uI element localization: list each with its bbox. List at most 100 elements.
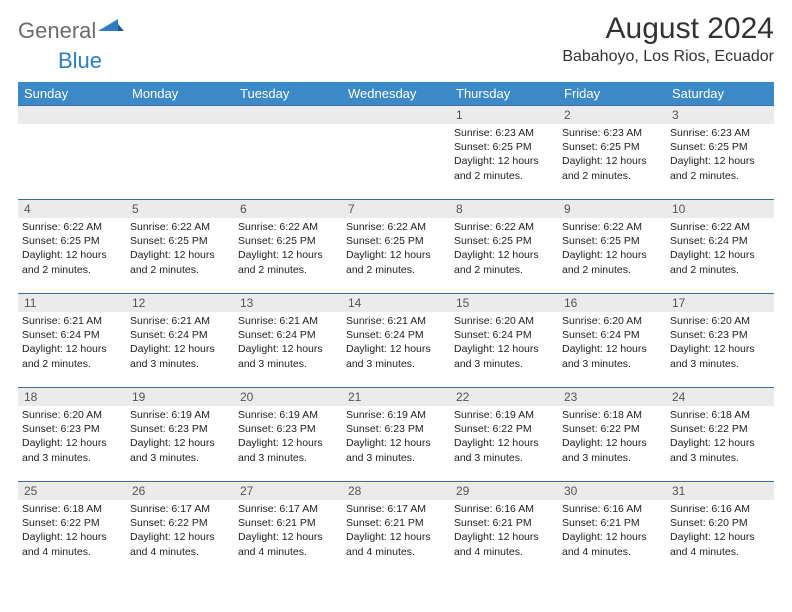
- calendar-row: 25Sunrise: 6:18 AMSunset: 6:22 PMDayligh…: [18, 482, 774, 576]
- calendar-cell: 19Sunrise: 6:19 AMSunset: 6:23 PMDayligh…: [126, 388, 234, 482]
- calendar-cell: 26Sunrise: 6:17 AMSunset: 6:22 PMDayligh…: [126, 482, 234, 576]
- day-info: Sunrise: 6:23 AMSunset: 6:25 PMDaylight:…: [558, 124, 666, 185]
- calendar-cell: 5Sunrise: 6:22 AMSunset: 6:25 PMDaylight…: [126, 200, 234, 294]
- day-number: 12: [126, 294, 234, 312]
- day-number: 19: [126, 388, 234, 406]
- calendar-cell: 31Sunrise: 6:16 AMSunset: 6:20 PMDayligh…: [666, 482, 774, 576]
- day-info: Sunrise: 6:20 AMSunset: 6:23 PMDaylight:…: [666, 312, 774, 373]
- day-info: Sunrise: 6:21 AMSunset: 6:24 PMDaylight:…: [342, 312, 450, 373]
- calendar-header-row: SundayMondayTuesdayWednesdayThursdayFrid…: [18, 82, 774, 106]
- calendar-row: 18Sunrise: 6:20 AMSunset: 6:23 PMDayligh…: [18, 388, 774, 482]
- calendar-row: 1Sunrise: 6:23 AMSunset: 6:25 PMDaylight…: [18, 106, 774, 200]
- calendar-cell: 29Sunrise: 6:16 AMSunset: 6:21 PMDayligh…: [450, 482, 558, 576]
- day-info: Sunrise: 6:17 AMSunset: 6:22 PMDaylight:…: [126, 500, 234, 561]
- day-info: Sunrise: 6:22 AMSunset: 6:25 PMDaylight:…: [234, 218, 342, 279]
- day-info: Sunrise: 6:21 AMSunset: 6:24 PMDaylight:…: [126, 312, 234, 373]
- calendar-row: 4Sunrise: 6:22 AMSunset: 6:25 PMDaylight…: [18, 200, 774, 294]
- calendar-cell: 22Sunrise: 6:19 AMSunset: 6:22 PMDayligh…: [450, 388, 558, 482]
- day-number: 24: [666, 388, 774, 406]
- day-info: Sunrise: 6:21 AMSunset: 6:24 PMDaylight:…: [234, 312, 342, 373]
- empty-day: [234, 106, 342, 124]
- day-number: 15: [450, 294, 558, 312]
- calendar-cell: 28Sunrise: 6:17 AMSunset: 6:21 PMDayligh…: [342, 482, 450, 576]
- day-number: 8: [450, 200, 558, 218]
- calendar-cell: 27Sunrise: 6:17 AMSunset: 6:21 PMDayligh…: [234, 482, 342, 576]
- day-info: Sunrise: 6:17 AMSunset: 6:21 PMDaylight:…: [234, 500, 342, 561]
- day-info: Sunrise: 6:16 AMSunset: 6:21 PMDaylight:…: [558, 500, 666, 561]
- calendar-cell: 21Sunrise: 6:19 AMSunset: 6:23 PMDayligh…: [342, 388, 450, 482]
- brand-logo: General: [18, 18, 124, 44]
- day-number: 7: [342, 200, 450, 218]
- day-info: Sunrise: 6:16 AMSunset: 6:20 PMDaylight:…: [666, 500, 774, 561]
- day-info: Sunrise: 6:23 AMSunset: 6:25 PMDaylight:…: [666, 124, 774, 185]
- day-number: 27: [234, 482, 342, 500]
- day-info: Sunrise: 6:17 AMSunset: 6:21 PMDaylight:…: [342, 500, 450, 561]
- weekday-header: Thursday: [450, 82, 558, 106]
- calendar-body: 1Sunrise: 6:23 AMSunset: 6:25 PMDaylight…: [18, 106, 774, 576]
- month-title: August 2024: [562, 12, 774, 46]
- weekday-header: Saturday: [666, 82, 774, 106]
- empty-day: [342, 106, 450, 124]
- calendar-cell: 23Sunrise: 6:18 AMSunset: 6:22 PMDayligh…: [558, 388, 666, 482]
- day-number: 29: [450, 482, 558, 500]
- weekday-header: Wednesday: [342, 82, 450, 106]
- calendar-cell: 8Sunrise: 6:22 AMSunset: 6:25 PMDaylight…: [450, 200, 558, 294]
- day-number: 28: [342, 482, 450, 500]
- brand-triangle-icon: [98, 17, 124, 40]
- empty-day: [126, 106, 234, 124]
- calendar-cell: 2Sunrise: 6:23 AMSunset: 6:25 PMDaylight…: [558, 106, 666, 200]
- calendar-cell: 12Sunrise: 6:21 AMSunset: 6:24 PMDayligh…: [126, 294, 234, 388]
- day-info: Sunrise: 6:23 AMSunset: 6:25 PMDaylight:…: [450, 124, 558, 185]
- day-info: Sunrise: 6:18 AMSunset: 6:22 PMDaylight:…: [558, 406, 666, 467]
- day-info: Sunrise: 6:22 AMSunset: 6:25 PMDaylight:…: [18, 218, 126, 279]
- day-number: 1: [450, 106, 558, 124]
- calendar-row: 11Sunrise: 6:21 AMSunset: 6:24 PMDayligh…: [18, 294, 774, 388]
- calendar-cell: 16Sunrise: 6:20 AMSunset: 6:24 PMDayligh…: [558, 294, 666, 388]
- day-info: Sunrise: 6:19 AMSunset: 6:23 PMDaylight:…: [126, 406, 234, 467]
- calendar-cell: 18Sunrise: 6:20 AMSunset: 6:23 PMDayligh…: [18, 388, 126, 482]
- day-number: 10: [666, 200, 774, 218]
- day-number: 25: [18, 482, 126, 500]
- day-number: 18: [18, 388, 126, 406]
- day-number: 2: [558, 106, 666, 124]
- day-info: Sunrise: 6:22 AMSunset: 6:24 PMDaylight:…: [666, 218, 774, 279]
- calendar-cell: 20Sunrise: 6:19 AMSunset: 6:23 PMDayligh…: [234, 388, 342, 482]
- calendar-cell: 10Sunrise: 6:22 AMSunset: 6:24 PMDayligh…: [666, 200, 774, 294]
- day-info: Sunrise: 6:19 AMSunset: 6:22 PMDaylight:…: [450, 406, 558, 467]
- calendar-cell: 9Sunrise: 6:22 AMSunset: 6:25 PMDaylight…: [558, 200, 666, 294]
- day-number: 6: [234, 200, 342, 218]
- calendar-cell: 24Sunrise: 6:18 AMSunset: 6:22 PMDayligh…: [666, 388, 774, 482]
- calendar-cell: 3Sunrise: 6:23 AMSunset: 6:25 PMDaylight…: [666, 106, 774, 200]
- calendar-cell: 13Sunrise: 6:21 AMSunset: 6:24 PMDayligh…: [234, 294, 342, 388]
- day-number: 23: [558, 388, 666, 406]
- day-number: 4: [18, 200, 126, 218]
- calendar-cell: 17Sunrise: 6:20 AMSunset: 6:23 PMDayligh…: [666, 294, 774, 388]
- day-number: 9: [558, 200, 666, 218]
- day-info: Sunrise: 6:22 AMSunset: 6:25 PMDaylight:…: [558, 218, 666, 279]
- calendar-cell: [234, 106, 342, 200]
- day-info: Sunrise: 6:20 AMSunset: 6:24 PMDaylight:…: [450, 312, 558, 373]
- calendar-cell: 30Sunrise: 6:16 AMSunset: 6:21 PMDayligh…: [558, 482, 666, 576]
- day-info: Sunrise: 6:18 AMSunset: 6:22 PMDaylight:…: [666, 406, 774, 467]
- brand-general: General: [18, 18, 96, 44]
- day-info: Sunrise: 6:22 AMSunset: 6:25 PMDaylight:…: [450, 218, 558, 279]
- day-info: Sunrise: 6:19 AMSunset: 6:23 PMDaylight:…: [342, 406, 450, 467]
- day-number: 30: [558, 482, 666, 500]
- day-number: 20: [234, 388, 342, 406]
- calendar-cell: 6Sunrise: 6:22 AMSunset: 6:25 PMDaylight…: [234, 200, 342, 294]
- calendar-grid: SundayMondayTuesdayWednesdayThursdayFrid…: [18, 82, 774, 576]
- day-info: Sunrise: 6:20 AMSunset: 6:23 PMDaylight:…: [18, 406, 126, 467]
- day-number: 3: [666, 106, 774, 124]
- day-info: Sunrise: 6:22 AMSunset: 6:25 PMDaylight:…: [126, 218, 234, 279]
- calendar-cell: [126, 106, 234, 200]
- empty-day: [18, 106, 126, 124]
- calendar-cell: 25Sunrise: 6:18 AMSunset: 6:22 PMDayligh…: [18, 482, 126, 576]
- calendar-cell: [18, 106, 126, 200]
- day-info: Sunrise: 6:16 AMSunset: 6:21 PMDaylight:…: [450, 500, 558, 561]
- day-info: Sunrise: 6:20 AMSunset: 6:24 PMDaylight:…: [558, 312, 666, 373]
- day-number: 26: [126, 482, 234, 500]
- calendar-cell: [342, 106, 450, 200]
- weekday-header: Monday: [126, 82, 234, 106]
- day-number: 17: [666, 294, 774, 312]
- calendar-cell: 7Sunrise: 6:22 AMSunset: 6:25 PMDaylight…: [342, 200, 450, 294]
